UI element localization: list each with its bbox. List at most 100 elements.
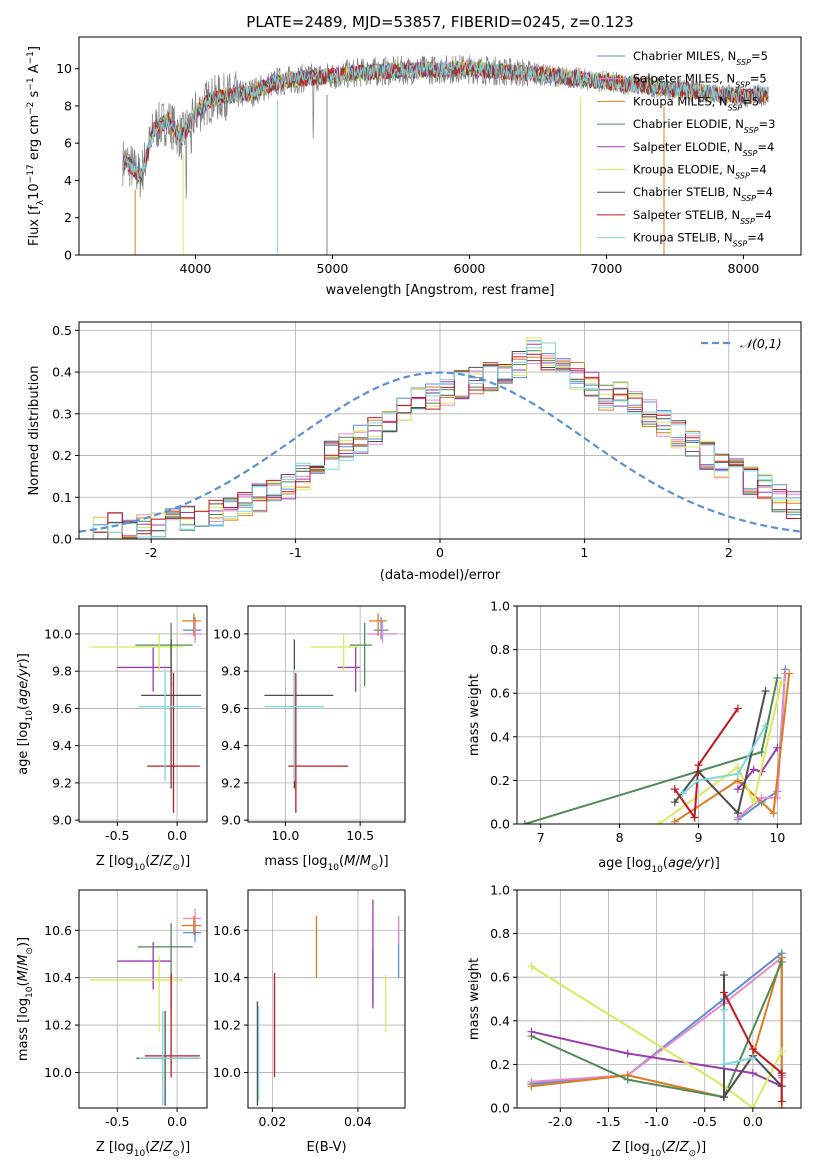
- errorbar-point: [367, 620, 398, 644]
- label-part: −17: [26, 164, 36, 183]
- y-tick-label: 2: [64, 210, 72, 225]
- label-part: )]: [16, 653, 31, 663]
- weight-marker: [748, 1069, 757, 1078]
- y-tick-label: 9.8: [221, 664, 241, 679]
- weight-marker: [733, 785, 742, 794]
- weight-series-line: [673, 707, 739, 821]
- weight-series-line: [530, 965, 783, 1108]
- legend-entry: Chabrier ELODIE, NSSP=3: [633, 117, 775, 135]
- legend-entry: 𝒩(0,1): [740, 336, 782, 351]
- plot-area: [79, 337, 801, 539]
- label-part: )]: [180, 1140, 190, 1155]
- errorbar-point: [117, 942, 172, 990]
- x-tick-label: -1: [289, 545, 301, 560]
- x-axis-label: mass [log10(M/M⊙)]: [264, 854, 388, 873]
- label-part: age/yr: [16, 662, 31, 705]
- label-part: 10: [650, 1149, 662, 1159]
- legend-series-name: Chabrier STELIB,: [633, 185, 733, 199]
- x-tick-label: 1: [580, 545, 588, 560]
- label-part: age [log: [16, 722, 31, 775]
- y-tick-label: 1.0: [490, 599, 510, 614]
- label-part: Z [log: [612, 1140, 650, 1155]
- errorbar-point: [337, 646, 361, 692]
- label-part: age/yr: [668, 856, 711, 871]
- x-axis-label: Z [log10(Z/Z⊙)]: [96, 1140, 190, 1159]
- weight-marker: [670, 817, 679, 824]
- weight-series-line: [530, 961, 783, 1099]
- y-tick-label: 10.4: [213, 970, 241, 985]
- weight-marker: [719, 971, 728, 980]
- x-tick-label: 0.0: [167, 1114, 187, 1129]
- weight-marker: [757, 793, 766, 802]
- legend-sub: SSP: [743, 148, 758, 157]
- plot-spectrum: 4000 5000 6000 7000 8000 0 2 4 6 8 10 PLATE=2489, M…: [26, 13, 802, 298]
- x-axis-label: Z [log10(Z/Z⊙)]: [612, 1140, 706, 1159]
- legend-n: N: [726, 163, 735, 177]
- label-part: Z: [665, 1140, 676, 1155]
- y-tick-label: 0.0: [490, 817, 510, 832]
- label-part: ⊙: [688, 1149, 696, 1159]
- weight-marker: [769, 809, 778, 818]
- plot-area: [122, 54, 769, 255]
- axes-frame: 0.02 0.04 10.0 10.2 10.4 10.6 E(B-V): [213, 889, 406, 1155]
- legend-series-name: Kroupa ELODIE,: [633, 163, 726, 177]
- x-tick-label: -0.5: [105, 828, 129, 843]
- y-tick-label: 0.1: [52, 490, 72, 505]
- label-part: mass [log: [264, 854, 327, 869]
- legend-series-name: Kroupa MILES,: [633, 94, 719, 108]
- weight-marker: [690, 813, 699, 822]
- errorbar-point: [141, 639, 202, 789]
- weight-marker: [748, 1045, 757, 1054]
- legend-n: N: [724, 231, 733, 245]
- axes-frame: -0.5 0.09.09.29.49.69.810.0Z [log10(Z/Z⊙)…: [16, 605, 208, 873]
- weight-marker: [733, 769, 742, 778]
- label-part: 10: [328, 863, 340, 873]
- legend-series-name: Chabrier MILES,: [633, 49, 728, 63]
- errorbar-point: [137, 923, 193, 1009]
- plot-age_vs_Z: -0.5 0.09.09.29.49.69.810.0Z [log10(Z/Z⊙)…: [16, 605, 208, 873]
- label-part: Flux [f: [27, 205, 42, 246]
- axes-frame: -2 -1 0 1 2 0.0 0.1 0.2 0.3 0.4 0.5 (data-model)/er…: [27, 321, 802, 583]
- weight-marker: [777, 1047, 786, 1056]
- errorbar-point: [89, 633, 184, 672]
- x-tick-label: -2.0: [548, 1114, 572, 1129]
- legend-n: N: [728, 49, 737, 63]
- weight-marker: [749, 798, 758, 807]
- plot-residuals: -2 -1 0 1 2 0.0 0.1 0.2 0.3 0.4 0.5 (data-model)/er…: [27, 321, 802, 583]
- histogram-series: [79, 351, 801, 539]
- legend-sub: SSP: [728, 103, 743, 112]
- weight-marker: [527, 962, 536, 971]
- weight-marker: [694, 761, 703, 770]
- label-part: ⊙: [172, 1149, 180, 1159]
- label-part: −1: [26, 77, 36, 90]
- x-tick-label: 0.02: [258, 1114, 286, 1129]
- axes-border: [78, 605, 208, 823]
- errorbar-point: [181, 916, 202, 936]
- plot-area: [264, 613, 398, 813]
- legend-series-name: Salpeter STELIB,: [633, 208, 731, 222]
- axes-border: [247, 605, 406, 823]
- y-tick-label: 9.2: [221, 775, 241, 790]
- y-tick-label: 9.0: [221, 813, 241, 828]
- y-tick-label: 0: [64, 248, 72, 263]
- y-tick-label: 10: [56, 61, 72, 76]
- weight-marker: [748, 1053, 757, 1062]
- legend-sub: SSP: [735, 80, 750, 89]
- label-part: mass [log: [16, 998, 31, 1061]
- label-part: (: [145, 854, 150, 869]
- legend-series-name: Chabrier ELODIE,: [633, 117, 735, 131]
- label-part: )]: [696, 1140, 706, 1155]
- weight-marker: [748, 1104, 757, 1108]
- label-part: /: [16, 965, 31, 970]
- y-tick-label: 0.0: [490, 1101, 510, 1116]
- weight-marker: [761, 687, 770, 696]
- y-tick-label: 0.2: [490, 773, 510, 788]
- y-tick-label: 10.0: [213, 1065, 241, 1080]
- plot-area: [520, 665, 794, 824]
- y-axis-label: age [log10(age/yr)]: [16, 653, 35, 775]
- x-axis-label: age [log10(age/yr)]: [598, 856, 720, 875]
- legend-series-name: Kroupa STELIB,: [633, 231, 724, 245]
- weight-marker: [733, 809, 742, 818]
- y-axis-label: mass [log10(M/M⊙)]: [16, 937, 35, 1061]
